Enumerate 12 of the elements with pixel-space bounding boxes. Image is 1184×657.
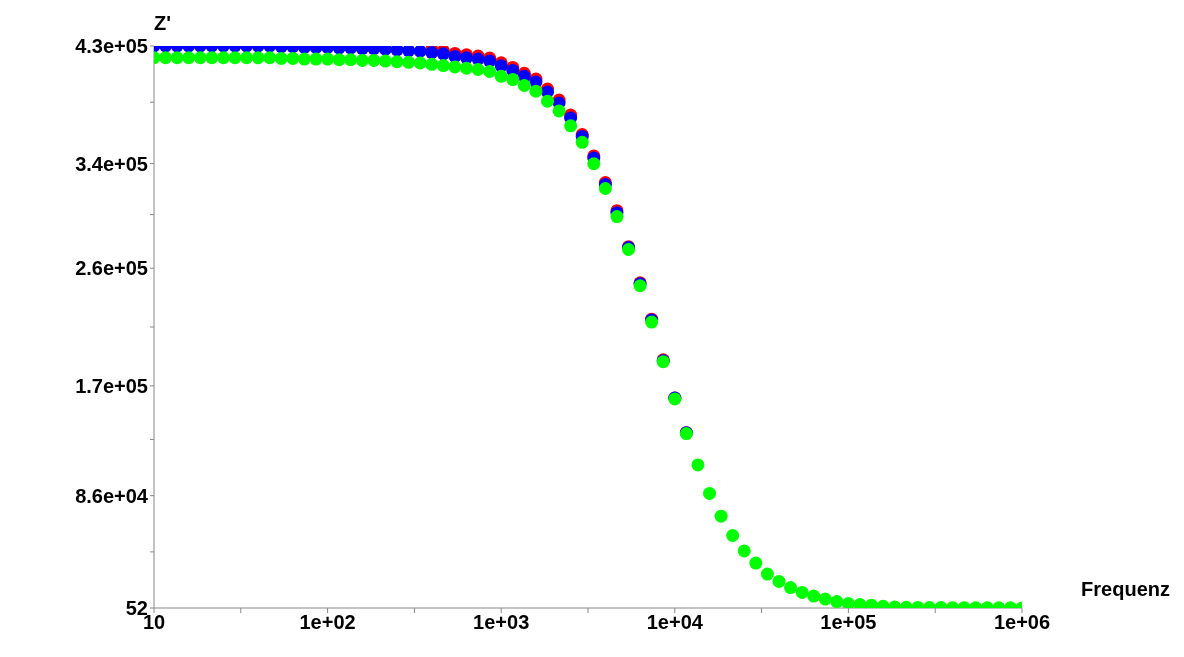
y-tick-label: 2.6e+05 [75, 257, 148, 280]
x-tick-label: 1e+06 [993, 611, 1051, 634]
y-tick-label: 1.7e+05 [75, 374, 148, 397]
x-tick-label: 1e+05 [820, 611, 877, 634]
y-tick-label: 8.6e+04 [75, 484, 149, 507]
x-tick-label: 1e+04 [646, 611, 704, 634]
y-tick-label: 4.3e+05 [75, 35, 148, 58]
x-tick-label: 1e+03 [473, 611, 530, 634]
y-axis-title: Z' [154, 12, 171, 34]
y-tick-label: 3.4e+05 [75, 152, 148, 175]
x-tick-label: 1e+02 [299, 611, 356, 634]
x-axis-title: Frequenz [1081, 578, 1170, 600]
